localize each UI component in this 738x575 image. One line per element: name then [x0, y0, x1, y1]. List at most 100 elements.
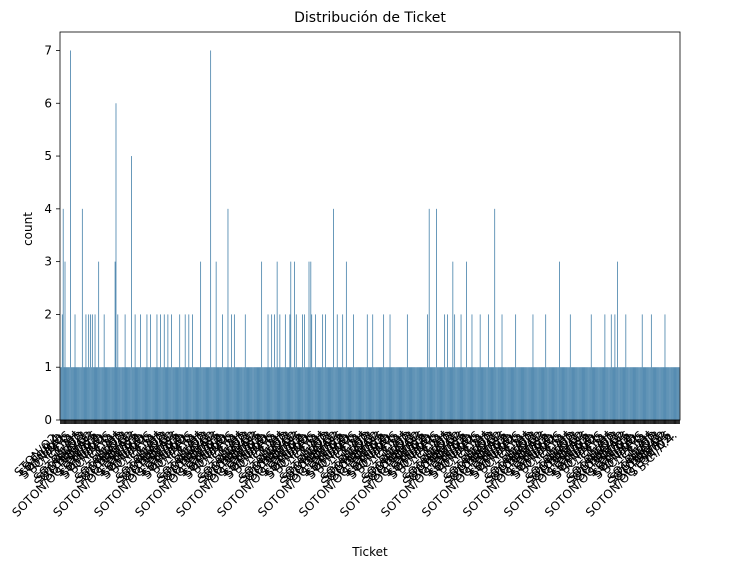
bar: [399, 367, 401, 420]
bar: [60, 367, 61, 420]
bar: [528, 367, 529, 420]
bar: [520, 367, 522, 420]
bar: [391, 367, 393, 420]
bar: [243, 367, 244, 420]
bar: [670, 367, 672, 420]
bar: [63, 367, 65, 420]
bar: [293, 367, 294, 420]
bar: [317, 367, 319, 420]
bar: [119, 367, 120, 420]
bar: [393, 367, 395, 420]
bar: [576, 367, 578, 420]
bar: [270, 367, 272, 420]
bar: [298, 367, 300, 420]
bar: [622, 367, 624, 420]
bar: [544, 367, 546, 420]
bar: [216, 367, 218, 420]
bar: [318, 367, 320, 420]
bar: [211, 367, 212, 420]
bar: [658, 367, 659, 420]
bar: [585, 367, 587, 420]
bar: [248, 367, 250, 420]
bar: [291, 367, 293, 420]
bar: [546, 367, 547, 420]
bar: [101, 367, 103, 420]
bar: [594, 367, 596, 420]
bar: [560, 367, 562, 420]
bar: [601, 367, 603, 420]
bar: [91, 367, 92, 420]
bar: [258, 367, 260, 420]
bar: [210, 50, 212, 420]
bar: [590, 314, 592, 420]
bar: [572, 367, 574, 420]
bar: [159, 367, 161, 420]
bar: [439, 367, 441, 420]
bar: [640, 367, 641, 420]
bar: [276, 261, 278, 420]
bar: [246, 367, 248, 420]
bar: [68, 367, 70, 420]
bar: [135, 367, 137, 420]
bar: [443, 367, 445, 420]
bar: [423, 367, 425, 420]
bar: [117, 314, 119, 420]
bar: [146, 314, 148, 420]
bar: [587, 367, 588, 420]
bar: [584, 367, 586, 420]
bar: [634, 367, 636, 420]
bar: [309, 367, 311, 420]
bar: [478, 367, 480, 420]
bar: [142, 367, 144, 420]
y-tick-label: 7: [44, 43, 52, 57]
bar: [568, 367, 569, 420]
bar: [564, 367, 566, 420]
bar: [171, 314, 172, 420]
bar: [422, 367, 424, 420]
bar: [596, 367, 598, 420]
bar: [212, 367, 213, 420]
bar: [346, 367, 348, 420]
bar: [593, 367, 595, 420]
bar: [617, 261, 618, 420]
bar: [467, 367, 468, 420]
bar: [435, 367, 436, 420]
bar: [409, 367, 411, 420]
bar: [354, 367, 355, 420]
bar: [280, 367, 282, 420]
bar: [512, 367, 514, 420]
bar: [105, 367, 107, 420]
bar: [569, 314, 571, 420]
bar: [455, 367, 456, 420]
bar: [488, 367, 490, 420]
bar: [297, 367, 299, 420]
bar: [320, 367, 322, 420]
bar: [486, 367, 487, 420]
bar: [349, 367, 351, 420]
bar: [473, 367, 475, 420]
bar: [476, 367, 477, 420]
bar: [172, 367, 173, 420]
bar: [100, 367, 101, 420]
bar: [229, 367, 231, 420]
bar: [185, 367, 187, 420]
bar: [509, 367, 511, 420]
bar: [623, 367, 625, 420]
bar: [313, 367, 314, 420]
bar: [482, 367, 484, 420]
bar: [104, 367, 106, 420]
bar: [400, 367, 402, 420]
bar: [505, 367, 507, 420]
bar: [64, 261, 66, 420]
bar: [498, 367, 499, 420]
bar: [181, 367, 182, 420]
bar: [540, 367, 542, 420]
bar: [420, 367, 422, 420]
bar: [545, 314, 547, 420]
bar: [451, 367, 453, 420]
bar: [385, 367, 386, 420]
bar: [550, 367, 552, 420]
bar: [156, 314, 158, 420]
bar: [408, 367, 410, 420]
bar: [452, 261, 454, 420]
